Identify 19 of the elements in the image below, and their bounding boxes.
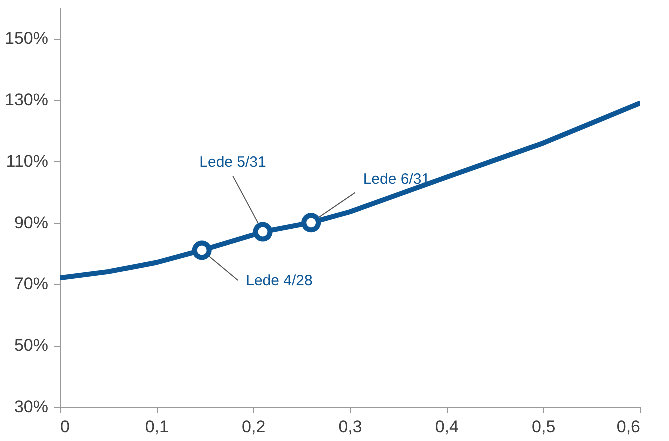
y-tick-label: 30% bbox=[14, 398, 48, 416]
y-tick-label: 90% bbox=[14, 213, 48, 232]
y-tick-label: 110% bbox=[6, 152, 48, 171]
x-tick-label: 0,5 bbox=[532, 418, 556, 436]
annotation: Lede 4/28 bbox=[246, 272, 313, 290]
x-tick-label: 0,6 bbox=[616, 418, 640, 436]
y-tick-label: 150% bbox=[5, 29, 48, 48]
point bbox=[253, 222, 273, 242]
x-tick-label: 0,1 bbox=[145, 418, 169, 436]
y-tick-label: 70% bbox=[14, 274, 48, 294]
y-tick-label: 50% bbox=[14, 336, 48, 356]
y-tick-label: 130% bbox=[5, 90, 48, 110]
x-tick-label: 0 bbox=[60, 418, 70, 436]
point bbox=[192, 240, 212, 260]
x-tick-label: 0,2 bbox=[242, 418, 266, 436]
annotation: Lede 5/31 bbox=[200, 154, 266, 172]
point bbox=[302, 213, 322, 233]
x-tick-label: 0,3 bbox=[338, 418, 362, 436]
x-tick-label: 0,4 bbox=[435, 418, 459, 436]
